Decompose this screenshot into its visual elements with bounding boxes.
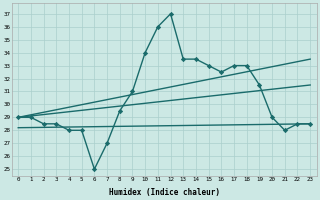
X-axis label: Humidex (Indice chaleur): Humidex (Indice chaleur) <box>109 188 220 197</box>
